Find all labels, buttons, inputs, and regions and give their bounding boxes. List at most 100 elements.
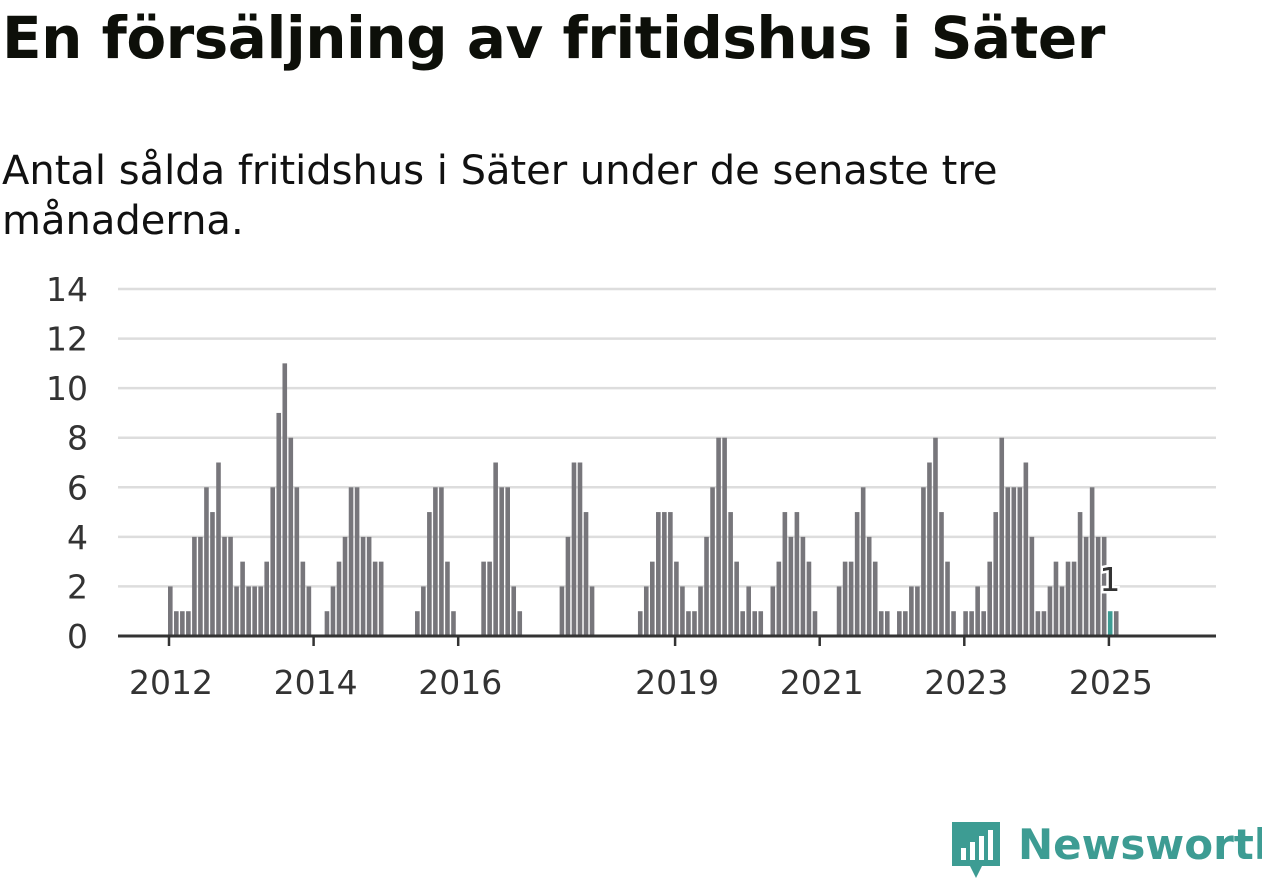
bar (860, 487, 866, 636)
bar (354, 487, 360, 636)
bar (192, 536, 197, 636)
bar (722, 437, 727, 636)
y-tick-label: 0 (67, 617, 88, 656)
bar (734, 561, 739, 636)
x-tick-label: 2025 (1069, 663, 1153, 702)
bar (999, 437, 1005, 636)
bar (680, 586, 685, 636)
bar (234, 586, 239, 636)
bar (270, 487, 276, 636)
bar (716, 437, 721, 636)
bar (951, 611, 956, 636)
bar (927, 462, 932, 636)
bar (854, 512, 860, 636)
bar (746, 586, 751, 636)
bar (848, 561, 854, 636)
bar (872, 561, 878, 636)
bar (421, 586, 426, 636)
bar (650, 561, 655, 636)
bar (186, 611, 191, 636)
bar-chart: 0 2 4 6 8 10 12 14 1 2012 2014 2016 2019 2021 2023 2025 (46, 270, 1216, 702)
bar (198, 536, 203, 636)
bar (288, 437, 294, 636)
bar (252, 586, 257, 636)
bar (204, 487, 209, 636)
bar (445, 561, 450, 636)
x-tick-label: 2021 (780, 663, 864, 702)
x-tick-label: 2023 (924, 663, 1008, 702)
x-tick-label: 2012 (129, 663, 213, 702)
bar (505, 487, 510, 636)
bar (692, 611, 697, 636)
bar (433, 487, 438, 636)
bar (812, 611, 818, 636)
bar (903, 611, 908, 636)
bar (330, 586, 336, 636)
bar (1113, 611, 1119, 636)
bar (1041, 611, 1047, 636)
bar (487, 561, 492, 636)
bar (240, 561, 245, 636)
bar (264, 561, 269, 636)
bar (559, 586, 565, 636)
bar (1071, 561, 1077, 636)
bar (1095, 536, 1101, 636)
x-tick-label: 2014 (274, 663, 358, 702)
bar (577, 462, 583, 636)
bar (637, 611, 643, 636)
bar (740, 611, 745, 636)
x-tick-label: 2019 (635, 663, 719, 702)
bar (378, 561, 384, 636)
x-tick-label: 2016 (418, 663, 502, 702)
bar (842, 561, 848, 636)
bar (222, 536, 227, 636)
bar (180, 611, 185, 636)
bar (1017, 487, 1023, 636)
highlight-value-label: 1 (1099, 560, 1120, 599)
bar (878, 611, 884, 636)
y-tick-label: 8 (67, 419, 88, 458)
bar (1035, 611, 1041, 636)
bar (1101, 536, 1107, 636)
chart-title: En försäljning av fritidshus i Säter (2, 4, 1105, 72)
bar (933, 437, 938, 636)
bar (360, 536, 366, 636)
bar (921, 487, 926, 636)
bar (451, 611, 456, 636)
brand-name: Newsworthy (1018, 820, 1262, 869)
y-tick-label: 10 (46, 369, 88, 408)
bar (1083, 536, 1089, 636)
bar (668, 512, 673, 636)
bar (276, 412, 282, 636)
bar (511, 586, 517, 636)
bar (1077, 512, 1083, 636)
bar (1023, 462, 1029, 636)
bar (168, 586, 173, 636)
bar (336, 561, 342, 636)
newsworthy-logo-icon (952, 822, 1000, 878)
bar (565, 536, 571, 636)
bar (674, 561, 679, 636)
bar (728, 512, 733, 636)
bar (481, 561, 486, 636)
highlight-bar (1107, 611, 1113, 636)
bar (493, 462, 498, 636)
bar (981, 611, 986, 636)
bar (897, 611, 902, 636)
bar (258, 586, 263, 636)
bar (366, 536, 372, 636)
bar (294, 487, 300, 636)
bar (866, 536, 872, 636)
y-tick-label: 6 (67, 468, 88, 507)
bar (342, 536, 348, 636)
chart-subtitle: Antal sålda fritidshus i Säter under de … (2, 148, 998, 244)
bar (216, 462, 221, 636)
bar (945, 561, 950, 636)
bar (571, 462, 577, 636)
bar (800, 536, 806, 636)
bar (589, 586, 595, 636)
bar (583, 512, 589, 636)
bar (704, 536, 709, 636)
bar (306, 586, 312, 636)
bar (1047, 586, 1053, 636)
